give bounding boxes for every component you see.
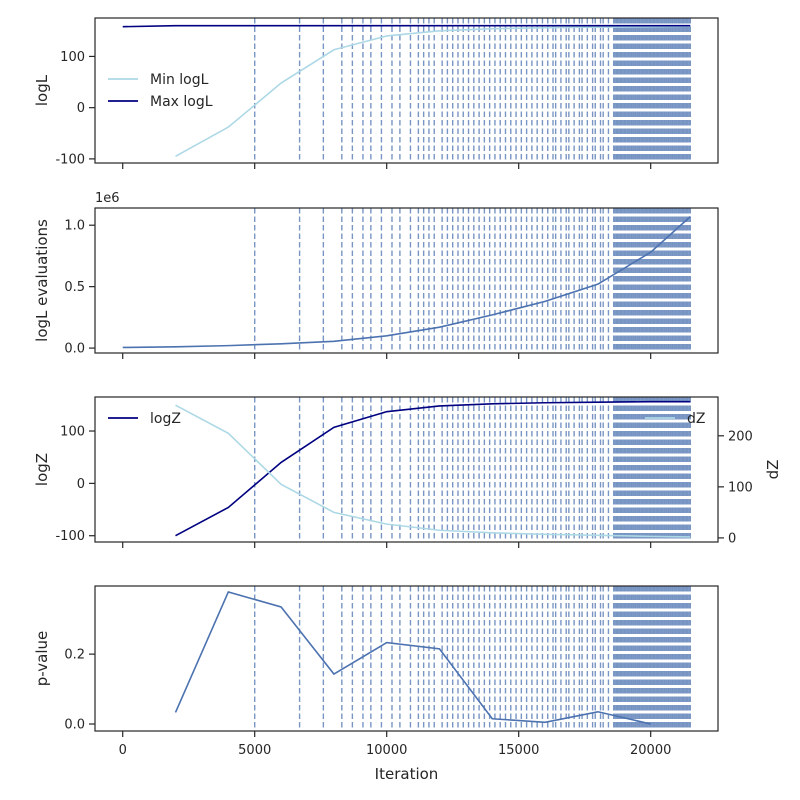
- axes-frame: [94, 396, 719, 543]
- axes-frame: [94, 585, 719, 732]
- panel-logZ: -100 0 100 0 100 200 dZ logZ logZ dZ: [33, 396, 782, 548]
- y-tick-label: 0.0: [64, 718, 85, 733]
- panel-logL: -100 0 100 logL Min logL Max logL: [33, 17, 719, 169]
- x-tick-label: 20000: [630, 743, 671, 758]
- panel-evals: 0.0 0.5 1.0 logL evaluations 1e6: [33, 191, 719, 359]
- legend-label: Min logL: [150, 72, 209, 88]
- y-tick-label: 0.0: [64, 342, 85, 357]
- legend: Min logL Max logL: [108, 72, 213, 110]
- series-line-logz: [175, 400, 691, 537]
- series-line-pvalue: [174, 590, 651, 725]
- axes-frame: [94, 207, 719, 354]
- y-tick-label: 0.5: [64, 280, 85, 295]
- y-right-tick-label: 100: [728, 480, 753, 495]
- legend: logZ: [108, 411, 181, 427]
- legend-label: logZ: [150, 411, 181, 427]
- y-tick-label: 0: [77, 101, 85, 116]
- axes-frame: [94, 17, 719, 164]
- y-axis-label: p-value: [33, 631, 51, 687]
- y-axis-label: logZ: [33, 453, 51, 486]
- x-tick-label: 10000: [366, 743, 407, 758]
- vlines-logL: [254, 18, 691, 163]
- y-axis-label: logL evaluations: [33, 219, 51, 342]
- y-tick-label: 100: [60, 425, 85, 440]
- x-axis-label: Iteration: [375, 765, 439, 783]
- series-line-evals: [122, 216, 691, 349]
- x-tick-label: 0: [119, 743, 127, 758]
- y-axis-label: logL: [33, 74, 51, 106]
- y-tick-label: 100: [60, 50, 85, 65]
- y-tick-label: -100: [55, 529, 85, 544]
- legend-label: dZ: [687, 411, 705, 427]
- vlines-logZ: [254, 397, 691, 542]
- y-right-axis-label: dZ: [764, 460, 782, 480]
- y-tick-label: 1.0: [64, 219, 85, 234]
- legend-label: Max logL: [150, 94, 213, 110]
- y-tick-label: 0.2: [64, 648, 85, 663]
- vlines-evals: [254, 208, 691, 353]
- y-offset-text: 1e6: [95, 191, 120, 206]
- vlines-pvalue: [254, 586, 691, 731]
- series-line-max-logl: [122, 24, 691, 28]
- panel-pvalue: 0 5000 10000 15000 20000 0.0 0.2 p-value Iterati…: [33, 585, 719, 783]
- x-tick-label: 5000: [238, 743, 271, 758]
- x-tick-label: 15000: [498, 743, 539, 758]
- y-tick-label: 0: [77, 477, 85, 492]
- legend: dZ: [645, 411, 705, 427]
- y-right-tick-label: 200: [728, 429, 753, 444]
- y-tick-label: -100: [55, 152, 85, 167]
- y-right-tick-label: 0: [728, 531, 736, 546]
- series-line-min-logl: [175, 25, 691, 158]
- series-line-dz: [175, 404, 691, 538]
